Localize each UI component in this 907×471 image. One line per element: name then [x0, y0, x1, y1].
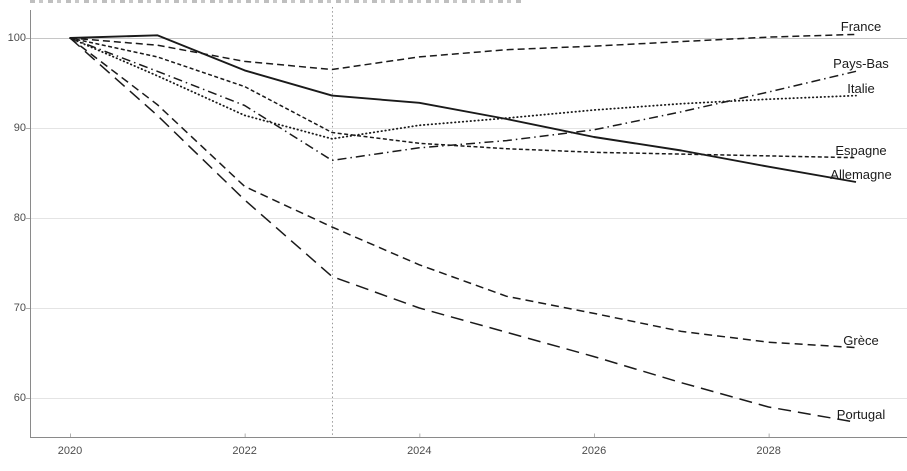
series-label-grece: Grèce: [843, 332, 879, 348]
x-axis-label-2022: 2022: [232, 445, 257, 457]
series-line-grèce: [69, 37, 857, 349]
x-axis-label-2020: 2020: [57, 445, 83, 457]
x-axis-label-2026: 2026: [581, 445, 607, 457]
y-axis-label-60: 60: [13, 392, 26, 404]
series-line-allemagne: [69, 34, 857, 183]
series-label-italie: Italie: [847, 80, 875, 96]
x-axis-label-2024: 2024: [407, 445, 432, 457]
series-label-portugal: Portugal: [836, 407, 886, 423]
y-axis-label-90: 90: [13, 122, 26, 134]
series-label-allemagne: Allemagne: [830, 167, 892, 182]
series-line-france: [69, 33, 857, 71]
series-label-pays-bas: Pays-Bas: [833, 56, 889, 72]
series-line-portugal: [69, 37, 857, 424]
y-axis-label-80: 80: [13, 212, 26, 224]
y-axis-label-100: 100: [7, 32, 26, 44]
x-axis-label-2028: 2028: [756, 445, 781, 457]
series-label-espagne: Espagne: [835, 142, 887, 158]
series-line-espagne: [69, 37, 857, 159]
series-line-pays-bas: [69, 37, 857, 162]
series-line-italie: [69, 37, 857, 140]
y-axis-label-70: 70: [13, 302, 26, 314]
clipped-title-sliver: [30, 0, 522, 3]
series-label-france: France: [840, 19, 882, 35]
